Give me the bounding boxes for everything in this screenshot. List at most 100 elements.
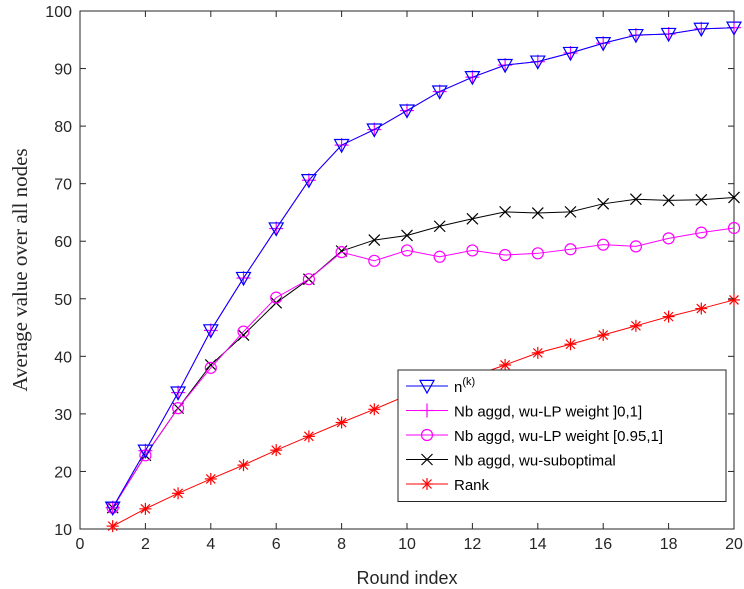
- y-tick-label: 60: [54, 234, 72, 251]
- data-point-2-10: [433, 250, 446, 263]
- data-point-4-3: [204, 472, 217, 485]
- data-point-3-13: [531, 207, 544, 219]
- legend-label-4: Rank: [454, 477, 490, 494]
- data-point-3-11: [466, 212, 479, 225]
- x-tick-label: 10: [398, 536, 416, 553]
- data-point-4-1: [139, 502, 152, 515]
- data-point-2-19: [727, 221, 741, 235]
- legend-label-3: Nb aggd, wu-suboptimal: [454, 453, 616, 470]
- data-point-2-3: [204, 361, 217, 374]
- data-point-2-8: [368, 254, 381, 267]
- data-point-0-5: [268, 222, 285, 237]
- data-point-3-19: [728, 191, 740, 204]
- y-tick-label: 90: [54, 62, 72, 79]
- data-point-3-8: [368, 234, 381, 246]
- legend-label-2: Nb aggd, wu-LP weight [0.95,1]: [454, 428, 663, 445]
- legend-label-superscript: (k): [462, 376, 475, 388]
- y-tick-label: 70: [54, 177, 72, 194]
- legend-entry-2: Nb aggd, wu-LP weight [0.95,1]: [406, 428, 663, 445]
- legend-marker-0: [418, 379, 436, 395]
- data-point-3-18: [695, 193, 708, 206]
- data-point-2-14: [564, 243, 577, 256]
- legend-box: [397, 369, 727, 502]
- y-tick-label: 50: [54, 292, 72, 309]
- data-point-3-4: [237, 329, 250, 341]
- data-point-0-12: [497, 58, 514, 74]
- y-axis-label: Average value over all nodes: [8, 148, 32, 391]
- y-tick-label: 80: [54, 119, 72, 136]
- data-point-2-15: [597, 238, 610, 251]
- data-point-0-17: [660, 27, 677, 43]
- legend-entry-3: Nb aggd, wu-suboptimal: [406, 453, 616, 470]
- data-point-4-5: [270, 444, 283, 457]
- data-point-2-18: [695, 226, 708, 239]
- data-point-2-13: [531, 247, 544, 260]
- data-point-2-17: [662, 232, 675, 245]
- y-tick-label: 30: [54, 407, 72, 424]
- series-0: [104, 21, 743, 516]
- data-point-0-8: [366, 123, 383, 138]
- data-point-2-5: [270, 291, 283, 304]
- series-4: [106, 293, 740, 533]
- axis-ticks: 0 2 4 6 8 10 12 14 16 18 20 10 20 30 40 50 60 70 80 90 100: [45, 4, 743, 553]
- data-point-3-9: [401, 229, 413, 242]
- data-point-4-2: [172, 487, 185, 500]
- x-tick-label: 2: [141, 536, 150, 553]
- data-point-4-17: [662, 310, 675, 323]
- data-point-4-13: [531, 346, 544, 359]
- y-tick-label: 40: [54, 349, 72, 366]
- data-point-0-16: [627, 28, 644, 44]
- data-point-3-10: [433, 220, 446, 233]
- x-tick-label: 8: [337, 536, 346, 553]
- data-point-3-17: [662, 194, 675, 207]
- data-point-2-16: [629, 240, 643, 253]
- data-point-0-4: [235, 271, 252, 287]
- x-tick-label: 16: [594, 536, 612, 553]
- data-point-4-14: [564, 338, 577, 351]
- data-point-4-8: [368, 403, 381, 416]
- series-line-0: [112, 27, 735, 508]
- legend-marker-1: [420, 403, 434, 418]
- data-point-4-19: [728, 293, 740, 306]
- data-point-4-18: [695, 302, 708, 315]
- data-point-0-0: [104, 501, 121, 516]
- data-point-3-12: [499, 205, 512, 218]
- data-point-4-7: [335, 416, 348, 429]
- legend: n(k)Nb aggd, wu-LP weight ]0,1]Nb aggd, …: [397, 369, 727, 502]
- data-point-0-2: [170, 386, 187, 401]
- data-point-0-19: [725, 21, 743, 36]
- x-tick-label: 6: [272, 536, 281, 553]
- x-tick-label: 4: [206, 536, 215, 553]
- data-point-0-18: [693, 22, 710, 38]
- data-point-3-3: [204, 359, 217, 371]
- data-point-0-3: [202, 324, 219, 339]
- data-point-4-0: [106, 520, 119, 533]
- data-point-0-15: [595, 37, 612, 52]
- data-point-3-15: [597, 197, 610, 210]
- data-point-2-7: [335, 246, 348, 259]
- data-point-0-14: [562, 46, 579, 62]
- data-point-0-1: [137, 444, 154, 459]
- data-point-0-6: [300, 174, 317, 189]
- data-point-0-10: [431, 85, 448, 100]
- data-point-4-6: [302, 430, 315, 443]
- data-point-2-4: [237, 325, 250, 338]
- data-point-2-9: [400, 244, 414, 257]
- series-layer: [104, 20, 743, 533]
- series-2: [106, 221, 741, 514]
- data-point-0-11: [464, 70, 481, 86]
- data-point-0-7: [333, 138, 350, 154]
- data-point-2-6: [302, 273, 315, 286]
- legend-entry-4: Rank: [406, 477, 490, 494]
- y-tick-label: 20: [54, 464, 72, 481]
- data-point-0-9: [398, 104, 416, 119]
- legend-marker-2: [420, 428, 434, 442]
- x-tick-label: 18: [660, 536, 678, 553]
- data-point-3-14: [564, 205, 577, 218]
- data-point-4-4: [237, 459, 250, 472]
- data-point-2-2: [172, 402, 185, 415]
- x-tick-label: 20: [725, 536, 743, 553]
- legend-label-1: Nb aggd, wu-LP weight ]0,1]: [454, 404, 642, 421]
- data-point-4-15: [597, 329, 610, 342]
